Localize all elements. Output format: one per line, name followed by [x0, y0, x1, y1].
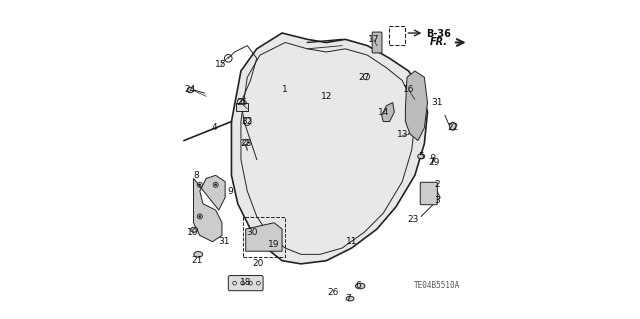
Polygon shape	[405, 71, 428, 141]
Circle shape	[214, 184, 216, 186]
Ellipse shape	[418, 154, 425, 159]
Text: B-36: B-36	[426, 29, 451, 39]
Text: 7: 7	[346, 294, 351, 303]
Polygon shape	[193, 175, 225, 242]
Text: 23: 23	[408, 215, 419, 224]
Text: 1: 1	[282, 85, 288, 94]
Text: 31: 31	[218, 237, 229, 246]
Text: 24: 24	[184, 85, 195, 94]
Text: 31: 31	[431, 98, 443, 107]
Ellipse shape	[194, 251, 203, 257]
Text: 11: 11	[346, 237, 357, 246]
FancyBboxPatch shape	[236, 103, 248, 111]
Text: 4: 4	[211, 123, 217, 132]
Polygon shape	[246, 223, 282, 251]
Text: 29: 29	[429, 158, 440, 167]
FancyBboxPatch shape	[228, 276, 263, 291]
Text: 3: 3	[434, 196, 440, 205]
Circle shape	[199, 184, 201, 186]
Text: 32: 32	[241, 117, 253, 126]
Polygon shape	[381, 103, 394, 122]
Text: 28: 28	[240, 139, 252, 148]
Text: 27: 27	[358, 73, 370, 82]
Ellipse shape	[355, 283, 365, 289]
Ellipse shape	[346, 296, 354, 301]
Ellipse shape	[450, 122, 456, 130]
Text: 22: 22	[447, 123, 458, 132]
Text: 13: 13	[396, 130, 408, 139]
Text: 25: 25	[237, 98, 248, 107]
FancyBboxPatch shape	[420, 182, 437, 205]
Text: 30: 30	[246, 228, 258, 237]
Text: FR.: FR.	[430, 38, 448, 48]
Ellipse shape	[187, 87, 193, 93]
Text: 21: 21	[191, 256, 202, 265]
Text: 15: 15	[214, 60, 226, 69]
Ellipse shape	[191, 227, 198, 232]
Text: 16: 16	[403, 85, 414, 94]
Text: 9: 9	[227, 187, 233, 196]
Text: 17: 17	[368, 35, 380, 44]
Text: 20: 20	[253, 259, 264, 268]
Text: 5: 5	[419, 152, 424, 161]
Text: 2: 2	[434, 180, 440, 189]
Text: TE04B5510A: TE04B5510A	[414, 281, 460, 291]
Text: 18: 18	[240, 278, 252, 287]
Circle shape	[199, 215, 201, 217]
Text: 8: 8	[193, 171, 199, 180]
Text: 6: 6	[355, 281, 361, 291]
Text: 14: 14	[378, 108, 389, 116]
Text: 12: 12	[321, 92, 332, 101]
Text: 19: 19	[268, 241, 280, 249]
Text: 26: 26	[327, 288, 339, 297]
FancyBboxPatch shape	[372, 32, 382, 53]
Polygon shape	[232, 33, 428, 264]
Text: 10: 10	[187, 228, 198, 237]
